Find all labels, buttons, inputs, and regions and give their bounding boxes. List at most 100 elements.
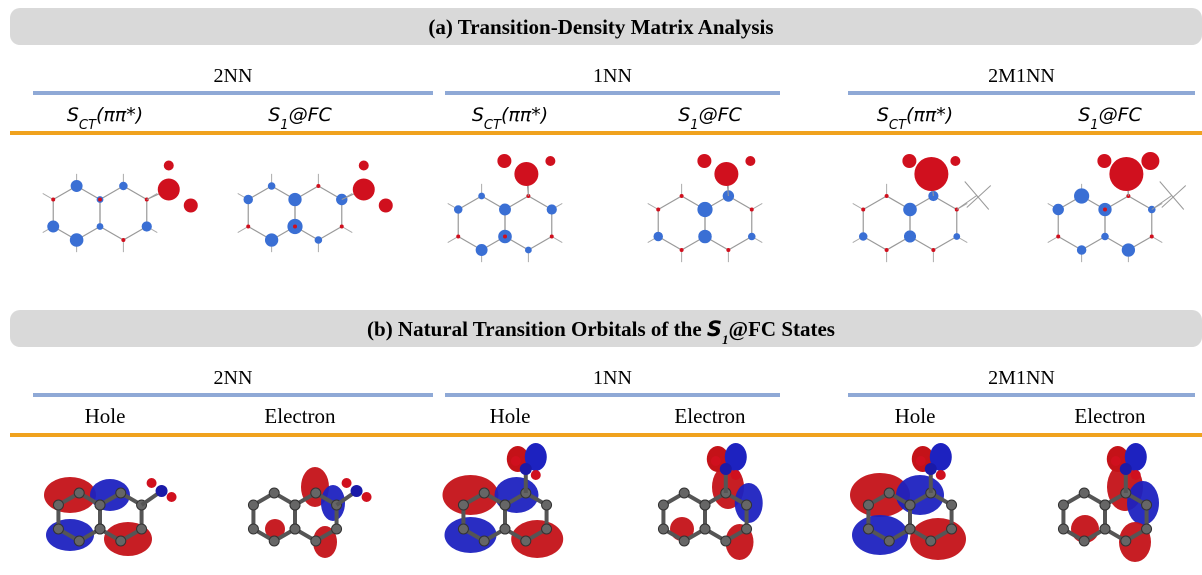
label-part: @FC <box>1099 104 1143 126</box>
label-part: @FC <box>289 104 333 126</box>
density-dot <box>184 199 198 213</box>
density-dot <box>680 194 684 198</box>
column-label: Hole <box>85 404 126 428</box>
atom <box>947 524 957 534</box>
atom <box>290 500 300 510</box>
atom <box>947 500 957 510</box>
density-dot <box>503 235 507 239</box>
column-label: Electron <box>1074 404 1146 428</box>
atom <box>458 524 468 534</box>
atom <box>332 524 342 534</box>
atom <box>156 485 168 497</box>
column-label: Electron <box>264 404 336 428</box>
atom <box>905 524 915 534</box>
bond <box>528 237 551 251</box>
density-dot <box>859 232 868 241</box>
density-dot <box>288 193 301 206</box>
density-dot <box>1074 188 1089 203</box>
atom <box>500 500 510 510</box>
density-dot <box>885 194 889 198</box>
atom <box>905 500 915 510</box>
panel: (b) Natural Transition Orbitals of the S… <box>10 310 1202 562</box>
atom <box>74 536 84 546</box>
atom <box>1058 500 1068 510</box>
density-dot <box>525 247 532 254</box>
atom <box>658 524 668 534</box>
atom <box>1142 524 1152 534</box>
atom <box>1100 500 1110 510</box>
orbital-plot <box>443 443 564 558</box>
density-dot <box>97 223 104 230</box>
density-dot <box>315 236 323 244</box>
density-dot <box>550 235 554 239</box>
label-part: (ππ*) <box>906 104 953 126</box>
density-dot <box>243 195 253 205</box>
group-name: 1NN <box>593 367 632 389</box>
column-label: Hole <box>490 404 531 428</box>
atom <box>916 456 926 466</box>
label-part: S <box>67 104 79 126</box>
density-dot <box>71 180 83 192</box>
atom <box>351 485 363 497</box>
density-dot <box>1077 245 1087 255</box>
atom <box>74 488 84 498</box>
density-dot <box>1053 204 1064 215</box>
density-dot <box>697 154 711 168</box>
atom <box>290 524 300 534</box>
orbital-plot <box>248 467 371 558</box>
atom <box>742 500 752 510</box>
panel: (a) Transition-Density Matrix Analysis2N… <box>10 8 1202 262</box>
group-name: 2NN <box>214 367 253 389</box>
density-dot <box>514 162 538 186</box>
atom <box>731 470 741 480</box>
atom <box>658 500 668 510</box>
density-dot <box>51 198 55 202</box>
density-dot <box>1122 243 1135 256</box>
density-dot <box>456 235 460 239</box>
orbital-plot <box>658 443 762 560</box>
density-dot <box>1109 157 1143 191</box>
atom <box>116 536 126 546</box>
bond <box>965 182 989 210</box>
density-dot <box>353 179 375 201</box>
atom <box>53 524 63 534</box>
density-dot <box>885 248 889 252</box>
density-dot <box>653 232 663 242</box>
density-dot <box>164 161 174 171</box>
column-label: S1@FC <box>268 104 332 133</box>
atom <box>742 524 752 534</box>
atom <box>116 488 126 498</box>
orbital-plot <box>850 443 966 560</box>
group-name: 2NN <box>214 65 253 87</box>
atom <box>479 536 489 546</box>
density-dot <box>70 233 84 247</box>
column-label: SCT(ππ*) <box>877 104 953 133</box>
density-dot <box>98 198 102 202</box>
density-dot <box>726 248 730 252</box>
atom <box>926 536 936 546</box>
density-dot <box>1150 235 1154 239</box>
atom <box>1120 463 1132 475</box>
atom <box>884 536 894 546</box>
density-dot <box>547 204 557 214</box>
density-dot <box>680 248 684 252</box>
density-dot <box>1097 154 1111 168</box>
density-dot <box>499 204 511 216</box>
atom <box>1079 488 1089 498</box>
label-part: Electron <box>264 404 336 428</box>
density-dot <box>119 182 128 191</box>
atom <box>711 456 721 466</box>
label-part: S <box>268 104 280 126</box>
density-dot <box>497 154 511 168</box>
label-part: S <box>678 104 690 126</box>
density-dot <box>1101 233 1109 241</box>
transition-density <box>238 161 393 253</box>
density-dot <box>545 156 555 166</box>
atom <box>248 524 258 534</box>
label-part: (ππ*) <box>96 104 143 126</box>
atom <box>542 524 552 534</box>
subscript: CT <box>889 118 907 133</box>
density-dot <box>701 206 709 214</box>
density-dot <box>745 156 755 166</box>
atom <box>1111 456 1121 466</box>
